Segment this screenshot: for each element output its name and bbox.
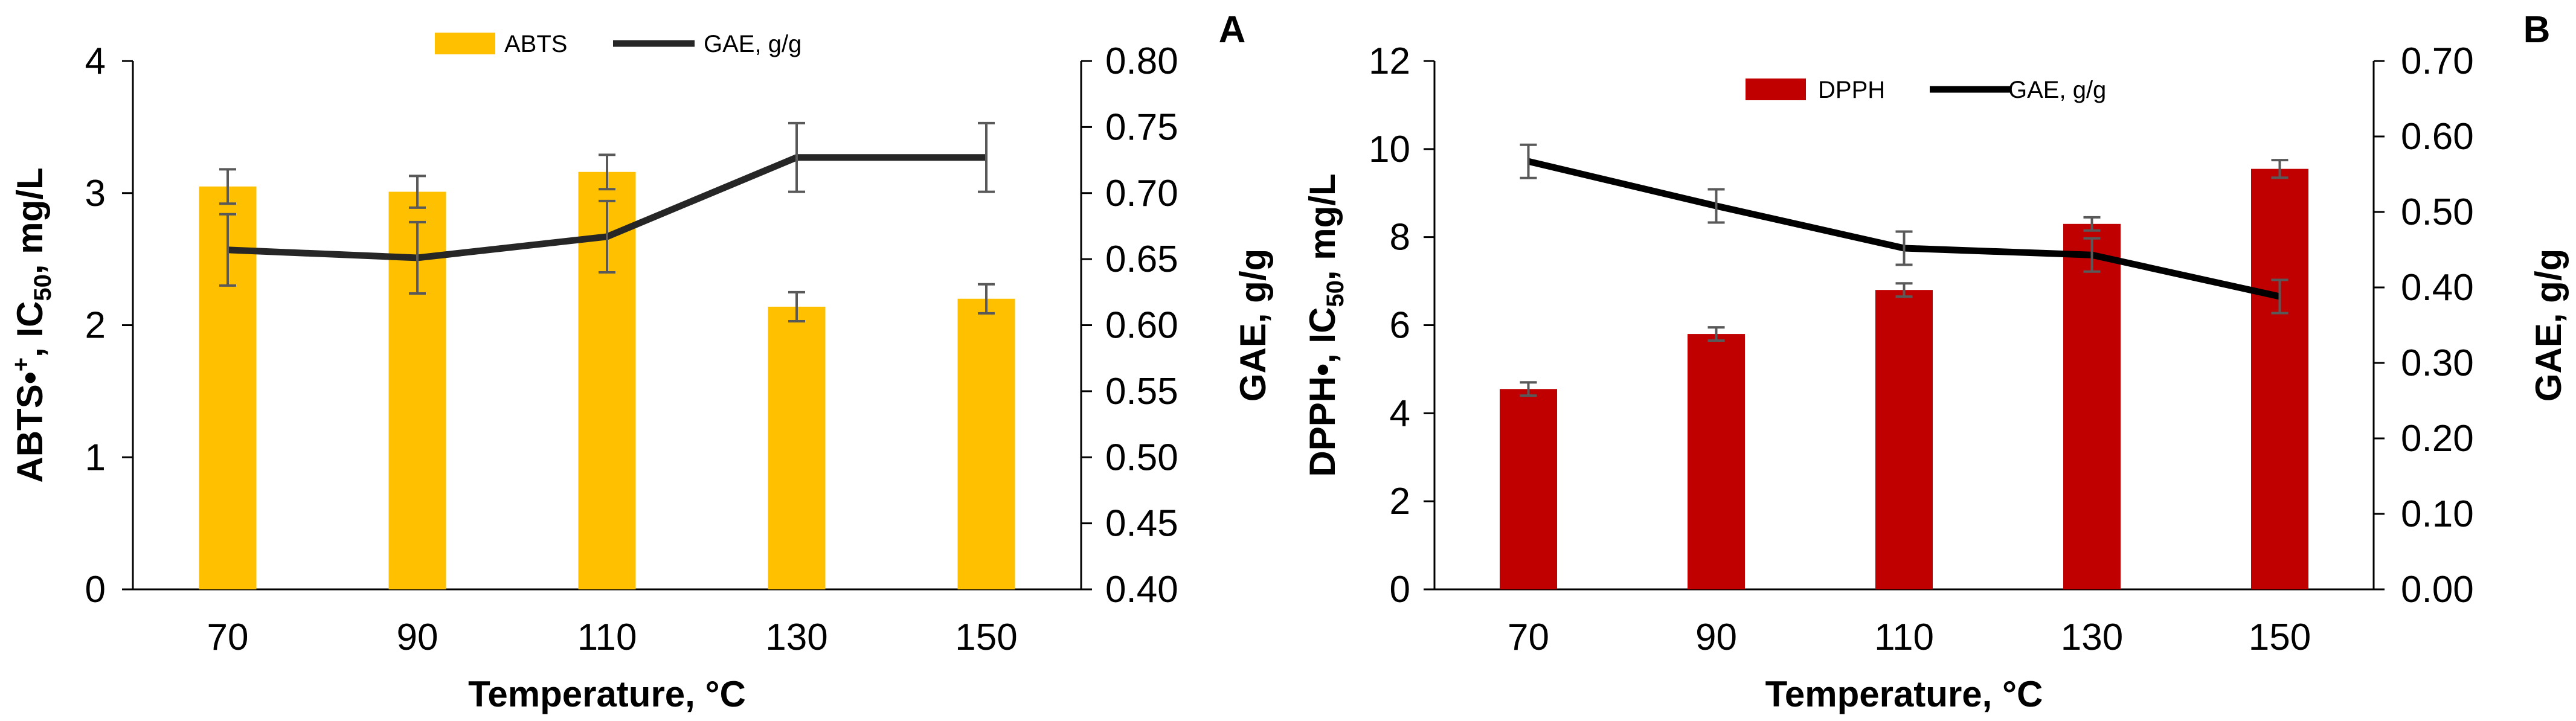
y-tick-label: 0	[1390, 569, 1410, 610]
y-tick-label: 8	[1390, 217, 1410, 258]
y-tick-label: 0	[85, 569, 106, 610]
legend-swatch-bar	[1746, 79, 1806, 100]
bar	[2251, 168, 2308, 589]
bar-error-bar	[599, 153, 615, 191]
legend-swatch-bar	[435, 33, 495, 54]
bar-error-bar	[2083, 216, 2101, 232]
bar	[1875, 290, 1933, 589]
y2-tick-label: 0.75	[1105, 106, 1178, 148]
legend-label-line: GAE, g/g	[704, 31, 801, 57]
bar-error-bar	[219, 168, 236, 205]
y-tick-label: 2	[1390, 481, 1410, 522]
bar-error-bar	[1895, 282, 1913, 298]
bar-error-bar	[409, 175, 426, 209]
line-error-bar	[1707, 188, 1725, 224]
bar-error-bar	[1520, 381, 1537, 397]
bar-error-bar	[978, 283, 995, 315]
panel-b: 0 2 4 6 8 10 12 0.00 0.10 0.20 0.30 0.40 0.50 0.60 0.7…	[1302, 9, 2569, 714]
line-error-bar	[1520, 143, 1537, 179]
bar	[2063, 223, 2121, 590]
y2-tick-label: 0.50	[1105, 437, 1178, 478]
y2-tick-label: 0.30	[2401, 342, 2474, 384]
line-error-bar	[409, 220, 426, 295]
y2-tick-label: 0.40	[2401, 267, 2474, 309]
y-tick-label: 3	[85, 173, 106, 214]
bar	[1500, 389, 1557, 589]
x-tick-label: 150	[955, 617, 1017, 658]
y2-tick-label: 0.60	[2401, 116, 2474, 158]
bar	[957, 298, 1015, 589]
y-tick-label: 4	[1390, 393, 1410, 434]
y2-tick-label: 0.00	[2401, 569, 2474, 610]
panel-a: 0 1 2 3 4 0.40 0.45 0.50 0.55 0.60 0.65 0.70 0.75 0.8…	[8, 9, 1273, 714]
y-tick-label: 1	[85, 437, 106, 478]
y2-axis-title: GAE, g/g	[2528, 249, 2569, 402]
legend-label-bar: DPPH	[1818, 77, 1885, 103]
legend-label-line: GAE, g/g	[2008, 77, 2106, 103]
gae-line	[1527, 158, 2281, 300]
x-tick-label: 70	[1508, 617, 1549, 658]
bar	[1688, 334, 1745, 589]
y2-tick-label: 0.50	[2401, 191, 2474, 233]
x-tick-label: 90	[1695, 617, 1737, 658]
y2-tick-label: 0.20	[2401, 418, 2474, 460]
y2-tick-label: 0.65	[1105, 239, 1178, 280]
y-tick-label: 4	[85, 40, 106, 82]
y2-tick-label: 0.70	[2401, 40, 2474, 82]
bar-error-bar	[2271, 159, 2289, 179]
line-error-bar	[2271, 278, 2289, 315]
y-axis-title: DPPH•, IC50, mg/L	[1302, 173, 1349, 476]
line-error-bar	[788, 121, 805, 193]
y-tick-label: 2	[85, 305, 106, 347]
y2-tick-label: 0.60	[1105, 305, 1178, 347]
panel-letter: A	[1219, 9, 1246, 51]
bar	[768, 306, 826, 589]
x-tick-label: 70	[207, 617, 249, 658]
legend: ABTS GAE, g/g	[435, 31, 801, 57]
y2-tick-label: 0.55	[1105, 371, 1178, 412]
legend: DPPH GAE, g/g	[1746, 77, 2106, 103]
panel-letter: B	[2523, 9, 2551, 51]
line-error-bar	[1895, 230, 1913, 266]
y-tick-label: 6	[1390, 305, 1410, 347]
y2-tick-label: 0.45	[1105, 503, 1178, 545]
y2-tick-label: 0.10	[2401, 493, 2474, 535]
legend-label-bar: ABTS	[504, 31, 567, 57]
y2-tick-label: 0.40	[1105, 569, 1178, 610]
y2-tick-label: 0.80	[1105, 40, 1178, 82]
y-axis-title: ABTS•+, IC50, mg/L	[8, 167, 56, 482]
line-error-bar	[219, 213, 236, 287]
y2-axis-title: GAE, g/g	[1233, 249, 1273, 402]
line-error-bar	[2083, 237, 2101, 273]
x-tick-label: 130	[2061, 617, 2123, 658]
x-tick-label: 130	[765, 617, 827, 658]
y-tick-label: 10	[1369, 129, 1410, 170]
y-tick-label: 12	[1369, 40, 1410, 82]
x-tick-label: 110	[1874, 617, 1934, 658]
x-axis-title: Temperature, °C	[1765, 674, 2043, 714]
x-tick-label: 150	[2249, 617, 2311, 658]
x-tick-label: 110	[577, 617, 637, 658]
y2-tick-label: 0.70	[1105, 173, 1178, 214]
bar-error-bar	[788, 290, 805, 322]
line-error-bar	[978, 121, 995, 193]
bar-error-bar	[1707, 326, 1725, 342]
x-tick-label: 90	[397, 617, 438, 658]
x-axis-title: Temperature, °C	[468, 674, 746, 714]
line-error-bar	[599, 199, 615, 274]
